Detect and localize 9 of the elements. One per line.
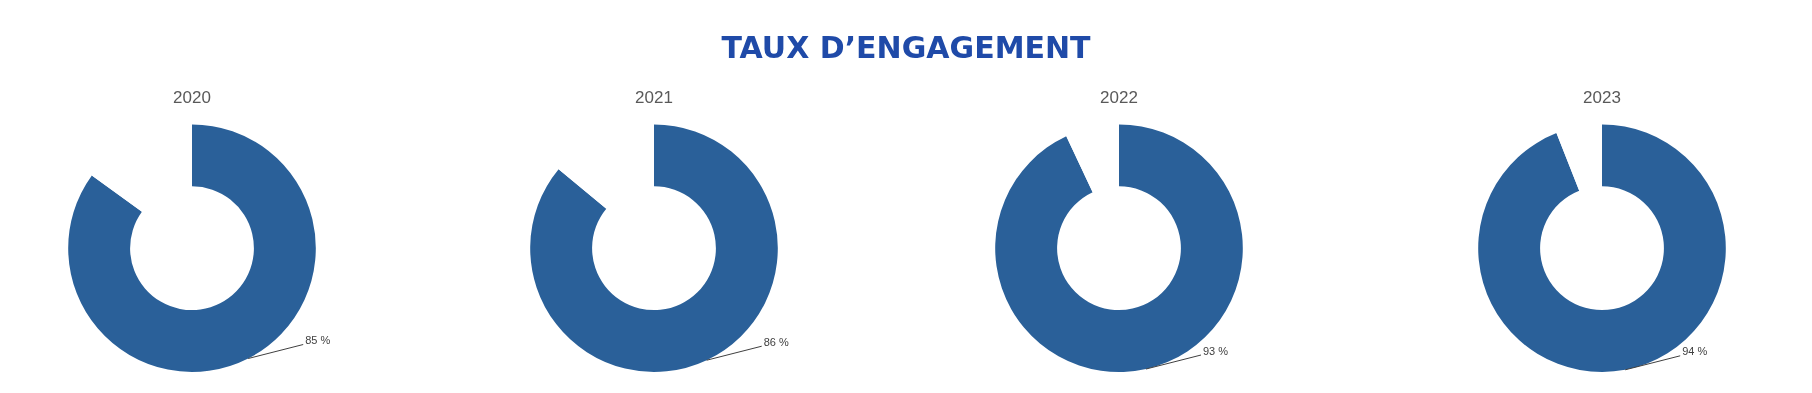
- data-label: 94 %: [1682, 345, 1708, 358]
- chart-title: 2022: [1100, 87, 1138, 107]
- text: TAUX D’ENGAGEMENT: [720, 30, 1092, 65]
- chart-title: 2020: [173, 87, 211, 107]
- data-label: 93 %: [1203, 344, 1229, 357]
- chart-title: 2023: [1583, 87, 1621, 107]
- chart-title: 2021: [635, 87, 673, 107]
- data-label: 86 %: [763, 335, 789, 348]
- data-label: 85 %: [305, 334, 331, 347]
